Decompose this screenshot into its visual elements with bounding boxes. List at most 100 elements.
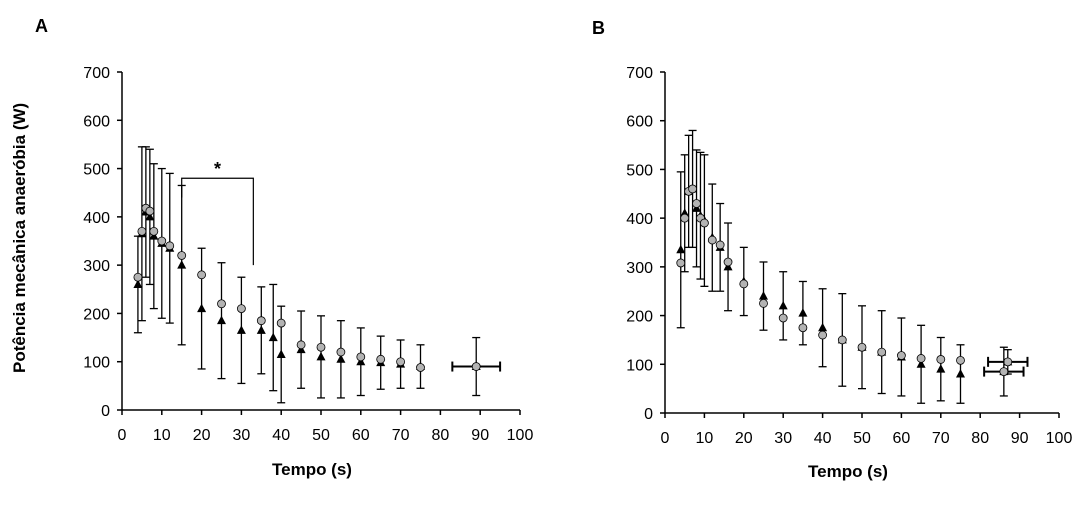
- circle-point: [936, 355, 946, 364]
- circle-point: [217, 299, 226, 309]
- triangle-point: [133, 279, 143, 288]
- y-tick-label: 200: [626, 309, 653, 326]
- y-tick-label: 500: [626, 162, 653, 179]
- x-tick-label: 20: [735, 430, 753, 447]
- circle-point: [236, 304, 246, 314]
- triangle-point: [798, 308, 808, 317]
- circle-point: [149, 226, 159, 236]
- chart-b-svg: 0 100 200 300 400 500 600 700 0 10 20 30 40 50 60 70 80 9…: [626, 65, 1073, 447]
- circle-point: [837, 335, 847, 345]
- x-tick-label: 40: [814, 430, 832, 447]
- x-tick-label: 10: [696, 430, 714, 447]
- triangle-point: [759, 291, 768, 300]
- circle-point: [680, 213, 690, 223]
- circle-point: [416, 363, 425, 372]
- circle-point: [177, 251, 187, 260]
- circle-point: [197, 270, 207, 280]
- circle-point: [676, 258, 686, 268]
- circle-point: [857, 342, 867, 352]
- circle-point: [778, 313, 788, 323]
- triangle-point: [197, 303, 207, 313]
- x-tick-label: 60: [352, 427, 370, 444]
- circle-point: [336, 347, 346, 357]
- circle-point: [276, 318, 286, 328]
- circle-point: [818, 330, 828, 340]
- circle-point: [877, 347, 887, 357]
- circle-point: [356, 352, 366, 362]
- x-axis-label-a: Tempo (s): [272, 460, 352, 479]
- triangle-point: [916, 359, 926, 368]
- triangle-point: [316, 351, 326, 361]
- circle-point: [692, 199, 701, 208]
- circle-point: [759, 298, 768, 308]
- triangle-point: [936, 364, 946, 373]
- x-tick-label: 20: [193, 427, 211, 444]
- triangle-point: [268, 332, 278, 342]
- x-axis-label-b: Tempo (s): [808, 462, 888, 481]
- panel-label-b: B: [592, 18, 605, 38]
- x-tick-label: 0: [118, 427, 127, 444]
- y-axis-label-a: Potência mecânica anaeróbia (W): [10, 102, 29, 373]
- y-tick-label: 600: [626, 114, 653, 131]
- y-tick-label: 500: [83, 162, 110, 179]
- circle-point: [396, 357, 406, 367]
- circle-point: [715, 240, 725, 250]
- x-tick-label: 30: [774, 430, 792, 447]
- significance-star: *: [214, 159, 221, 179]
- triangle-point: [676, 244, 686, 254]
- y-tick-label: 600: [83, 113, 110, 130]
- circle-point: [916, 354, 926, 363]
- x-tick-label: 70: [392, 427, 410, 444]
- circle-point: [739, 279, 749, 289]
- x-tick-label: 80: [971, 430, 989, 447]
- triangle-point: [276, 349, 286, 358]
- y-tick-label: 300: [83, 258, 110, 275]
- y-tick-label: 100: [626, 357, 653, 374]
- x-tick-label: 60: [893, 430, 911, 447]
- x-tick-label: 0: [661, 430, 670, 447]
- triangle-point: [177, 260, 187, 269]
- y-tick-label: 700: [83, 65, 110, 82]
- y-tick-label: 300: [626, 260, 653, 277]
- circle-point: [137, 226, 147, 236]
- x-tick-label: 70: [932, 430, 950, 447]
- triangle-point: [956, 369, 965, 378]
- summary-circle-point: [471, 362, 481, 371]
- circle-point: [699, 218, 709, 228]
- y-tick-label: 400: [83, 210, 110, 227]
- x-tick-label: 40: [272, 427, 290, 444]
- circle-point: [707, 235, 717, 245]
- circle-point: [376, 354, 386, 364]
- triangle-point: [236, 325, 246, 334]
- circle-point: [316, 342, 326, 352]
- panel-label-a: A: [35, 16, 48, 36]
- circle-point: [256, 316, 266, 326]
- y-tick-label: 400: [626, 211, 653, 228]
- circle-point: [296, 340, 306, 350]
- circle-point: [688, 184, 697, 194]
- x-tick-label: 50: [312, 427, 330, 444]
- circle-point: [165, 241, 175, 251]
- triangle-point: [778, 300, 788, 310]
- triangle-point: [145, 211, 155, 221]
- triangle-point: [217, 315, 226, 325]
- x-tick-label: 50: [853, 430, 871, 447]
- circle-point: [145, 206, 155, 216]
- circle-point: [157, 236, 167, 246]
- circle-point: [896, 351, 906, 360]
- x-tick-label: 90: [1011, 430, 1029, 447]
- x-tick-label: 100: [1046, 430, 1073, 447]
- y-tick-label: 0: [101, 403, 110, 420]
- x-tick-label: 90: [471, 427, 489, 444]
- circle-point: [956, 355, 965, 365]
- triangle-point: [818, 322, 828, 332]
- chart-a-svg: 0 100 200 300 400 500 600 700 0 10 20 30 40 50 60 70 80 9…: [83, 65, 534, 444]
- x-tick-label: 80: [432, 427, 450, 444]
- y-tick-label: 100: [83, 355, 110, 372]
- y-tick-label: 700: [626, 65, 653, 82]
- x-tick-label: 100: [507, 427, 534, 444]
- chart-panel-b: B 0 100 200 300 400 500 600 700 0 10 20 30 40 50 60 70 8…: [540, 0, 1083, 510]
- y-tick-label: 0: [644, 406, 653, 423]
- chart-panel-a: A 0 100 200 300 400 500 600 700 0 10 20 30 40 50 60 70 8…: [0, 0, 540, 510]
- significance-bracket: [181, 177, 254, 266]
